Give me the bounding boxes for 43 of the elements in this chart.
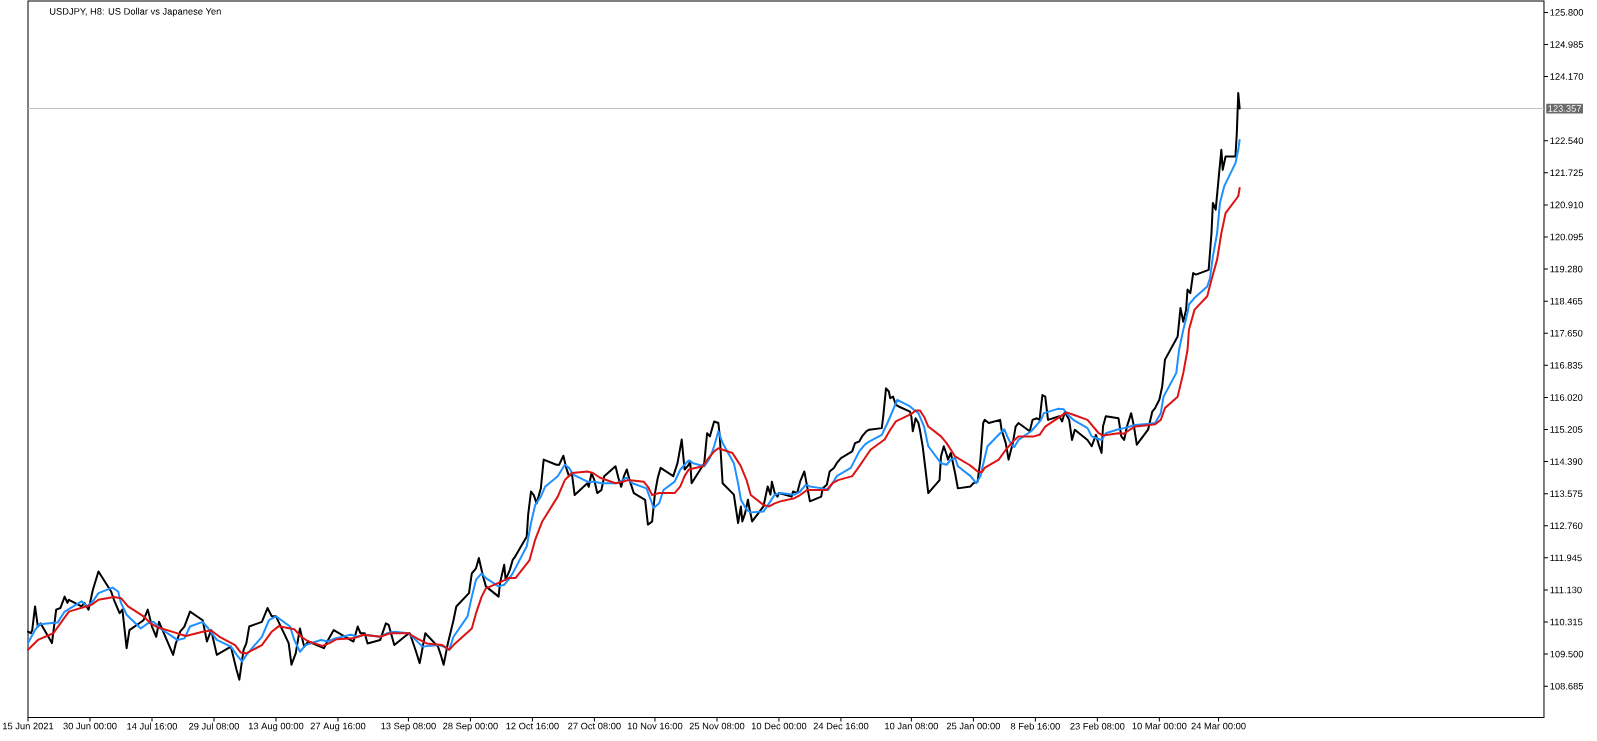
- x-tick-label: 10 Dec 00:00: [751, 722, 807, 730]
- y-tick-label: 111.945: [1550, 554, 1582, 562]
- x-tick-label: 24 Dec 16:00: [813, 722, 869, 730]
- x-tick-label: 25 Nov 08:00: [689, 722, 745, 730]
- x-tick-label: 28 Sep 00:00: [443, 722, 498, 732]
- x-tick-label: 27 Aug 16:00: [310, 722, 366, 732]
- y-tick-label: 120.910: [1550, 201, 1584, 209]
- y-tick-label: 114.390: [1550, 458, 1583, 465]
- y-tick-label: 108.685: [1550, 682, 1584, 690]
- y-tick-label: 124.170: [1550, 73, 1584, 80]
- x-tick-label: 13 Sep 08:00: [381, 722, 436, 732]
- y-tick-label: 113.575: [1550, 490, 1583, 497]
- x-tick-label: 10 Mar 00:00: [1132, 722, 1187, 730]
- x-tick-label: 14 Jul 16:00: [127, 722, 178, 730]
- x-tick-label: 27 Oct 08:00: [568, 722, 621, 730]
- y-tick-label: 120.095: [1550, 233, 1584, 241]
- y-tick-label: 110.315: [1550, 618, 1583, 626]
- y-tick-label: 118.465: [1550, 297, 1583, 305]
- x-tick-label: 10 Nov 16:00: [627, 722, 683, 730]
- y-tick-label: 116.020: [1550, 394, 1583, 401]
- x-tick-label: 13 Aug 00:00: [248, 722, 304, 732]
- x-tick-label: 30 Jun 00:00: [63, 722, 117, 730]
- y-tick-label: 109.500: [1550, 650, 1584, 658]
- y-tick-label: 116.835: [1550, 362, 1583, 369]
- x-tick-label: 29 Jul 08:00: [189, 722, 240, 730]
- y-tick-label: 121.725: [1550, 169, 1584, 177]
- ref-line-label: 123.357: [1548, 105, 1582, 112]
- y-tick-label: 112.760: [1550, 522, 1583, 530]
- x-tick-label: 8 Feb 16:00: [1010, 722, 1060, 730]
- y-tick-label: 115.205: [1550, 426, 1583, 433]
- y-tick-label: 119.280: [1550, 265, 1583, 273]
- y-tick-label: 122.540: [1550, 137, 1584, 145]
- x-tick-label: 15 Jun 2021: [3, 722, 54, 730]
- x-tick-label: 23 Feb 08:00: [1070, 722, 1125, 730]
- x-tick-label: 12 Oct 16:00: [506, 722, 559, 730]
- x-tick-label: 10 Jan 08:00: [885, 722, 938, 730]
- y-tick-label: 111.130: [1550, 586, 1582, 594]
- x-tick-label: 24 Mar 00:00: [1191, 722, 1246, 730]
- y-tick-label: 124.985: [1550, 41, 1584, 48]
- x-tick-label: 25 Jan 00:00: [946, 722, 1000, 730]
- y-tick-label: 125.800: [1550, 9, 1584, 16]
- text: USDJPY, H8: US Dollar vs Japanese Yen: [49, 7, 221, 17]
- y-tick-label: 117.650: [1550, 329, 1583, 337]
